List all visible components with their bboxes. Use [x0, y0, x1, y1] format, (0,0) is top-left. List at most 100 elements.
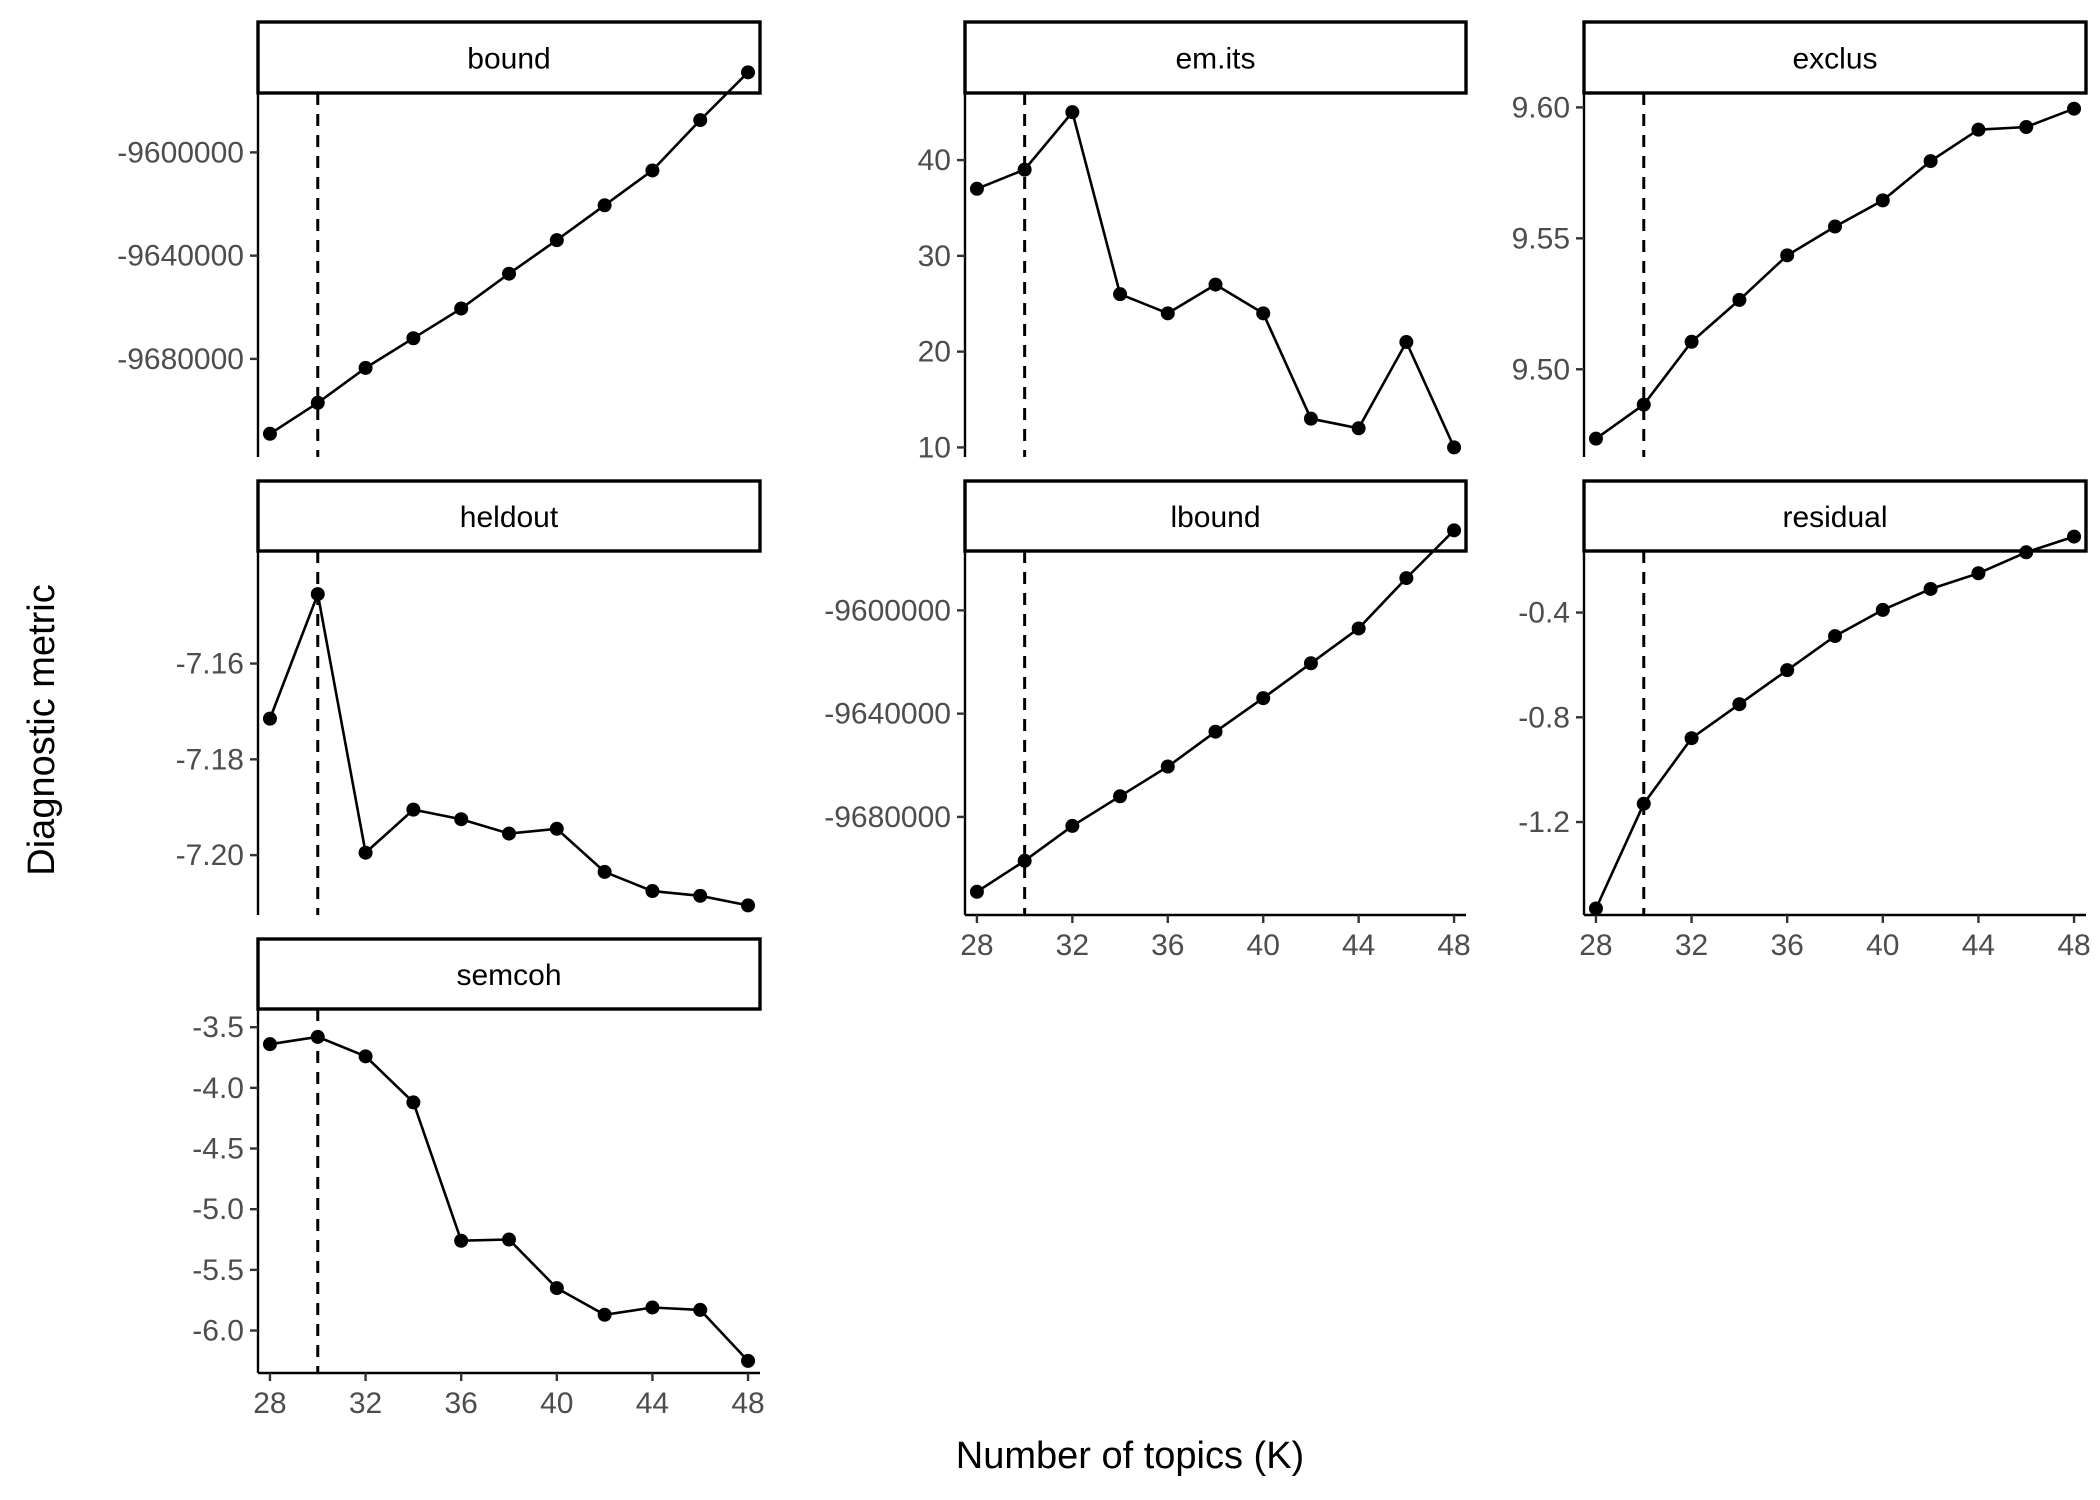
x-tick-label: 40: [1247, 929, 1280, 962]
data-point: [454, 812, 469, 827]
data-point: [406, 802, 421, 817]
data-point: [262, 711, 277, 726]
y-tick-label: -4.5: [192, 1133, 244, 1166]
facet-panels: bound -9680000 -9640000 -9600000 em.its 10 20 3…: [117, 20, 2091, 1420]
series-line: [1594, 535, 2075, 910]
y-tick-label: -3.5: [192, 1011, 244, 1044]
facet-strip: [963, 20, 1468, 95]
y-tick-label: -4.0: [192, 1072, 244, 1105]
x-tick-label: 28: [960, 929, 993, 962]
facet-strip: [256, 479, 762, 553]
x-tick-label: 28: [253, 1387, 286, 1420]
data-point: [1447, 523, 1462, 538]
y-tick-label: -9640000: [824, 698, 951, 731]
data-point: [1684, 334, 1699, 349]
facet-strip: [1582, 479, 2088, 553]
data-point: [262, 426, 277, 441]
facet-panel-lbound: lbound -9680000 -9640000 -9600000 28 32 36 40 44…: [824, 479, 1471, 962]
data-point: [597, 1307, 612, 1322]
y-tick-label: 30: [918, 240, 951, 273]
y-tick-label: -7.16: [176, 648, 244, 681]
data-point: [1828, 219, 1842, 234]
data-point: [1875, 602, 1890, 617]
data-point: [358, 360, 373, 375]
data-point: [358, 1049, 373, 1064]
data-point: [645, 163, 660, 178]
data-point: [1303, 411, 1318, 426]
data-point: [406, 331, 421, 346]
data-point: [597, 198, 612, 213]
y-tick-label: -1.2: [1518, 806, 1570, 839]
data-point: [1588, 901, 1603, 916]
series-line: [976, 529, 1456, 893]
y-tick-label: -5.0: [192, 1193, 244, 1226]
data-point: [1923, 154, 1938, 169]
data-point: [741, 898, 756, 913]
facet-strip-label: residual: [1782, 501, 1887, 534]
data-point: [1160, 306, 1175, 321]
x-tick-label: 40: [1866, 929, 1899, 962]
y-tick-label: 9.60: [1512, 91, 1570, 124]
x-tick-label: 44: [636, 1387, 669, 1420]
data-point: [693, 888, 708, 903]
data-point: [1732, 697, 1747, 712]
x-tick-label: 48: [1437, 929, 1470, 962]
facet-panel-bound: bound -9680000 -9640000 -9600000: [117, 20, 762, 457]
y-tick-label: -9600000: [117, 136, 244, 169]
x-tick-label: 44: [1962, 929, 1995, 962]
data-point: [1732, 292, 1747, 307]
data-point: [1875, 193, 1890, 208]
y-tick-label: -0.8: [1518, 701, 1570, 734]
y-tick-label: -7.20: [176, 839, 244, 872]
data-point: [1065, 818, 1080, 833]
facet-panel-semcoh: semcoh -6.0 -5.5 -5.0 -4.5 -4.0 -3.5 28 32 36 40 44…: [192, 937, 765, 1420]
data-point: [549, 1281, 564, 1296]
x-tick-label: 32: [1056, 929, 1089, 962]
y-tick-label: -7.18: [176, 743, 244, 776]
y-tick-label: -5.5: [192, 1254, 244, 1287]
data-point: [2019, 545, 2034, 560]
data-point: [1923, 581, 1938, 596]
data-point: [406, 1095, 421, 1110]
x-tick-label: 28: [1579, 929, 1612, 962]
data-point: [1828, 629, 1842, 644]
data-point: [1351, 621, 1366, 636]
data-point: [1971, 122, 1986, 137]
data-point: [1208, 724, 1223, 739]
data-point: [262, 1037, 277, 1052]
data-point: [1399, 571, 1414, 586]
data-point: [502, 1232, 516, 1247]
x-tick-label: 40: [540, 1387, 573, 1420]
data-point: [1303, 656, 1318, 671]
series-line: [269, 71, 749, 435]
data-point: [310, 395, 325, 410]
data-point: [1017, 853, 1032, 868]
facet-panel-residual: residual -1.2 -0.8 -0.4 28 32 36 40 44 48: [1518, 479, 2091, 962]
data-point: [645, 884, 660, 899]
x-tick-label: 32: [349, 1387, 382, 1420]
x-tick-label: 48: [731, 1387, 764, 1420]
facet-panel-exclus: exclus 9.50 9.55 9.60: [1512, 20, 2088, 457]
facet-strip-label: exclus: [1792, 43, 1877, 76]
series-line: [1595, 107, 2075, 440]
facet-strip-label: lbound: [1170, 501, 1260, 534]
data-point: [1447, 440, 1462, 455]
data-point: [693, 113, 708, 128]
data-point: [310, 1029, 325, 1044]
data-point: [1113, 287, 1128, 302]
data-point: [969, 181, 984, 196]
data-point: [1971, 566, 1986, 581]
y-axis-title: Diagnostic metric: [21, 584, 63, 875]
data-point: [741, 1353, 756, 1368]
facet-strip-label: semcoh: [456, 959, 561, 992]
data-point: [549, 821, 564, 836]
data-point: [1208, 277, 1223, 292]
facet-strip: [256, 20, 762, 95]
y-tick-label: 9.55: [1512, 222, 1570, 255]
data-point: [1684, 731, 1699, 746]
y-tick-label: 40: [918, 144, 951, 177]
data-point: [1780, 663, 1795, 678]
facet-strip: [1582, 20, 2088, 95]
data-point: [2067, 529, 2082, 544]
